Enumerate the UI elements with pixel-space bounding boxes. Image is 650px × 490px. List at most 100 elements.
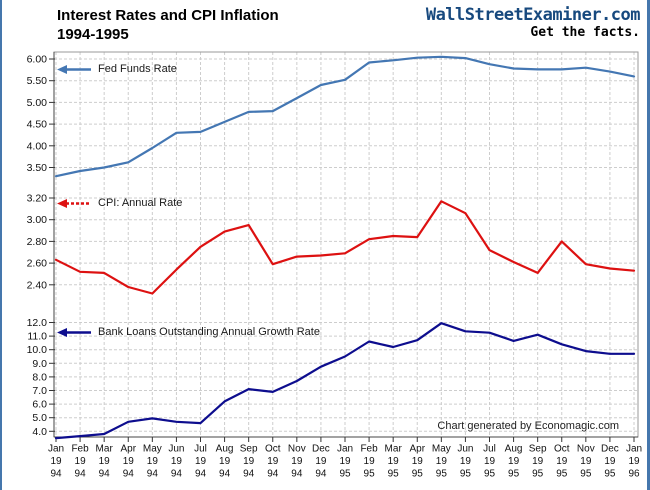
- legend-label-cpi: CPI: Annual Rate: [98, 197, 183, 209]
- x-tick-label: 19: [243, 456, 255, 467]
- x-tick-label: Nov: [577, 444, 595, 455]
- x-tick-label: 95: [532, 469, 544, 480]
- y-tick-label: 3.20: [27, 193, 48, 205]
- left-border-accent: [0, 0, 2, 490]
- x-tick-label: Feb: [360, 444, 378, 455]
- right-border-accent: [647, 0, 650, 490]
- x-tick-label: Sep: [240, 444, 258, 455]
- plot-border: [53, 51, 639, 438]
- x-tick-label: Nov: [288, 444, 306, 455]
- x-tick-label: 94: [50, 469, 62, 480]
- x-tick-label: Jul: [483, 444, 496, 455]
- x-tick-label: 95: [556, 469, 568, 480]
- x-tick-label: 19: [628, 456, 640, 467]
- x-tick-label: Jan: [626, 444, 642, 455]
- x-tick-label: 94: [99, 469, 111, 480]
- legend-label-fed-funds: Fed Funds Rate: [98, 63, 177, 75]
- chart-title: Interest Rates and CPI Inflation 1994-19…: [57, 6, 279, 44]
- x-tick-label: 95: [460, 469, 472, 480]
- y-tick-label: 3.00: [27, 214, 48, 226]
- x-tick-label: May: [432, 444, 451, 455]
- x-tick-label: 19: [195, 456, 207, 467]
- x-tick-label: Mar: [385, 444, 403, 455]
- x-tick-label: 94: [291, 469, 303, 480]
- x-tick-label: Mar: [96, 444, 114, 455]
- y-tick-label: 2.60: [27, 258, 48, 270]
- x-tick-label: Jan: [337, 444, 353, 455]
- x-tick-label: Aug: [505, 444, 523, 455]
- left-arrow-icon: [57, 327, 91, 337]
- x-tick-label: Apr: [409, 444, 425, 455]
- brand-watermark: WallStreetExaminer.com: [425, 5, 641, 25]
- legend-bank-loans: Bank Loans Outstanding Annual Growth Rat…: [57, 326, 320, 338]
- x-tick-label: 19: [267, 456, 279, 467]
- y-tick-label: 4.00: [27, 140, 48, 152]
- chart-title-line2: 1994-1995: [57, 26, 129, 43]
- y-tick-label: 12.0: [27, 317, 48, 329]
- x-tick-label: Jun: [457, 444, 473, 455]
- x-tick-label: 19: [484, 456, 496, 467]
- x-tick-label: 94: [123, 469, 135, 480]
- x-tick-label: Aug: [216, 444, 234, 455]
- x-tick-label: 19: [412, 456, 424, 467]
- x-tick-label: 94: [147, 469, 159, 480]
- x-tick-label: 19: [147, 456, 159, 467]
- x-tick-label: 19: [99, 456, 111, 467]
- y-tick-label: 2.80: [27, 236, 48, 248]
- x-tick-label: 19: [532, 456, 544, 467]
- x-tick-label: 95: [604, 469, 616, 480]
- x-tick-label: 95: [364, 469, 376, 480]
- y-tick-label: 8.0: [32, 371, 47, 383]
- legend-fed-funds: Fed Funds Rate: [57, 63, 177, 75]
- x-tick-label: Jun: [168, 444, 184, 455]
- legend-label-bank-loans: Bank Loans Outstanding Annual Growth Rat…: [98, 326, 320, 338]
- series-line-fed-funds: [54, 55, 636, 178]
- chart-title-line1: Interest Rates and CPI Inflation: [57, 7, 279, 24]
- x-tick-label: 19: [364, 456, 376, 467]
- y-tick-label: 6.0: [32, 399, 47, 411]
- y-tick-label: 5.00: [27, 97, 48, 109]
- x-tick-label: 95: [580, 469, 592, 480]
- x-tick-label: 19: [604, 456, 616, 467]
- x-tick-label: 95: [484, 469, 496, 480]
- x-tick-label: Oct: [554, 444, 570, 455]
- y-tick-label: 5.50: [27, 75, 48, 87]
- x-tick-label: 19: [75, 456, 87, 467]
- x-tick-label: 94: [315, 469, 327, 480]
- y-tick-label: 4.50: [27, 119, 48, 131]
- x-tick-label: 19: [219, 456, 231, 467]
- left-arrow-icon: [57, 198, 91, 208]
- x-tick-label: 94: [75, 469, 87, 480]
- x-tick-label: 19: [315, 456, 327, 467]
- x-tick-label: 19: [556, 456, 568, 467]
- x-tick-label: 94: [243, 469, 255, 480]
- x-tick-label: 96: [628, 469, 640, 480]
- x-tick-label: Jan: [48, 444, 64, 455]
- x-tick-label: 19: [508, 456, 520, 467]
- series-line-bank-loans: [54, 322, 636, 440]
- y-tick-label: 2.40: [27, 279, 48, 291]
- x-tick-label: 95: [339, 469, 351, 480]
- brand-tagline: Get the facts.: [530, 25, 640, 40]
- y-tick-label: 5.0: [32, 412, 47, 424]
- x-tick-label: 94: [219, 469, 231, 480]
- x-tick-label: 19: [50, 456, 62, 467]
- x-tick-label: Dec: [601, 444, 619, 455]
- x-tick-label: Apr: [120, 444, 136, 455]
- y-tick-label: 4.0: [32, 426, 47, 438]
- x-tick-label: 19: [291, 456, 303, 467]
- x-tick-label: May: [143, 444, 162, 455]
- x-tick-label: 19: [123, 456, 135, 467]
- x-tick-label: 94: [267, 469, 279, 480]
- x-tick-label: 95: [508, 469, 520, 480]
- x-tick-label: 19: [171, 456, 183, 467]
- y-tick-label: 10.0: [27, 344, 48, 356]
- x-tick-label: 95: [388, 469, 400, 480]
- x-tick-label: 94: [171, 469, 183, 480]
- x-tick-label: 19: [339, 456, 351, 467]
- x-tick-label: Dec: [312, 444, 330, 455]
- generator-credit: Chart generated by Economagic.com: [437, 420, 619, 432]
- x-tick-label: 19: [460, 456, 472, 467]
